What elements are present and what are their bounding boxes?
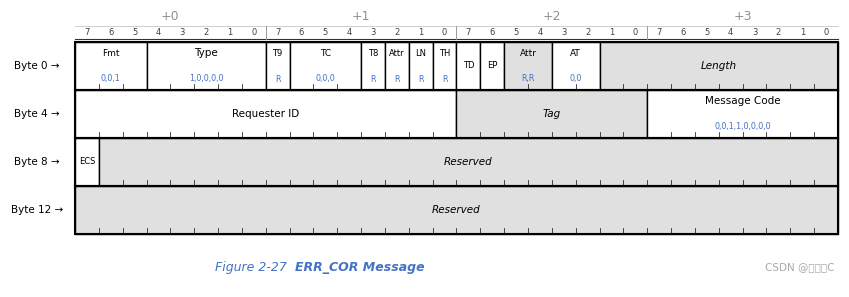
- Text: 4: 4: [156, 28, 161, 37]
- Text: 6: 6: [299, 28, 304, 37]
- Text: +2: +2: [543, 10, 561, 23]
- Text: 0,0: 0,0: [570, 75, 582, 83]
- Text: TD: TD: [463, 61, 475, 70]
- Text: Tag: Tag: [543, 109, 561, 119]
- Text: R: R: [394, 75, 400, 83]
- Bar: [147, 42, 266, 90]
- Text: 6: 6: [108, 28, 114, 37]
- Text: 3: 3: [180, 28, 185, 37]
- Text: 7: 7: [656, 28, 662, 37]
- Text: Type: Type: [194, 48, 218, 58]
- Bar: [433, 42, 457, 90]
- Text: TH: TH: [439, 48, 450, 58]
- Text: 1: 1: [609, 28, 614, 37]
- Text: 0,0,1: 0,0,1: [101, 75, 121, 83]
- Text: 6: 6: [490, 28, 495, 37]
- Text: R: R: [275, 75, 280, 83]
- Text: 2: 2: [394, 28, 400, 37]
- Text: +3: +3: [734, 10, 752, 23]
- Text: 1: 1: [228, 28, 233, 37]
- Bar: [75, 42, 838, 90]
- Text: Requester ID: Requester ID: [232, 109, 300, 119]
- Text: 3: 3: [752, 28, 757, 37]
- Text: 4: 4: [537, 28, 543, 37]
- Text: 4: 4: [346, 28, 351, 37]
- Bar: [75, 90, 838, 138]
- Text: 6: 6: [680, 28, 686, 37]
- Text: 7: 7: [84, 28, 90, 37]
- Text: 7: 7: [275, 28, 280, 37]
- Text: TC: TC: [320, 48, 331, 58]
- Bar: [75, 90, 457, 138]
- Text: 0,0,0: 0,0,0: [316, 75, 335, 83]
- Text: Byte 0 →: Byte 0 →: [14, 61, 59, 71]
- Text: Byte 8 →: Byte 8 →: [14, 157, 59, 167]
- Bar: [457, 42, 481, 90]
- Text: 5: 5: [323, 28, 328, 37]
- Text: 2: 2: [204, 28, 209, 37]
- Text: 1,0,0,0,0: 1,0,0,0,0: [188, 75, 223, 83]
- Bar: [552, 42, 599, 90]
- Text: 1: 1: [418, 28, 424, 37]
- Text: 3: 3: [561, 28, 566, 37]
- Text: 2: 2: [585, 28, 590, 37]
- Bar: [290, 42, 361, 90]
- Text: T8: T8: [368, 48, 379, 58]
- Text: 7: 7: [466, 28, 471, 37]
- Text: Byte 4 →: Byte 4 →: [14, 109, 59, 119]
- Text: 5: 5: [132, 28, 138, 37]
- Text: Figure 2-27: Figure 2-27: [215, 260, 295, 274]
- Text: R: R: [441, 75, 447, 83]
- Text: 5: 5: [704, 28, 710, 37]
- Text: 3: 3: [370, 28, 376, 37]
- Bar: [409, 42, 433, 90]
- Text: +0: +0: [161, 10, 180, 23]
- Text: Attr: Attr: [520, 48, 537, 58]
- Text: ERR_COR Message: ERR_COR Message: [295, 260, 424, 274]
- Bar: [75, 186, 838, 234]
- Text: T9: T9: [273, 48, 283, 58]
- Text: LN: LN: [415, 48, 426, 58]
- Text: Message Code: Message Code: [705, 96, 780, 106]
- Bar: [98, 138, 838, 186]
- Bar: [481, 42, 504, 90]
- Text: +1: +1: [351, 10, 370, 23]
- Text: Reserved: Reserved: [432, 205, 481, 215]
- Text: Reserved: Reserved: [444, 157, 492, 167]
- Text: 0: 0: [633, 28, 638, 37]
- Text: 5: 5: [514, 28, 519, 37]
- Bar: [75, 186, 838, 234]
- Bar: [599, 42, 838, 90]
- Text: AT: AT: [571, 48, 581, 58]
- Text: 0: 0: [824, 28, 829, 37]
- Bar: [361, 42, 385, 90]
- Bar: [647, 90, 838, 138]
- Text: CSDN @天才小C: CSDN @天才小C: [766, 262, 835, 272]
- Bar: [266, 42, 290, 90]
- Text: 0: 0: [251, 28, 256, 37]
- Text: 0,0,1,1,0,0,0,0: 0,0,1,1,0,0,0,0: [714, 122, 771, 132]
- Text: R,R: R,R: [521, 75, 535, 83]
- Bar: [75, 138, 838, 186]
- Text: 1: 1: [800, 28, 805, 37]
- Text: R: R: [418, 75, 424, 83]
- Text: R: R: [370, 75, 376, 83]
- Bar: [75, 42, 147, 90]
- Bar: [385, 42, 409, 90]
- Text: 2: 2: [776, 28, 781, 37]
- Text: Byte 12 →: Byte 12 →: [11, 205, 63, 215]
- Text: EP: EP: [487, 61, 498, 70]
- Bar: [504, 42, 552, 90]
- Text: 4: 4: [728, 28, 734, 37]
- Text: 0: 0: [442, 28, 447, 37]
- Text: Attr: Attr: [389, 48, 405, 58]
- Bar: [457, 90, 647, 138]
- Text: Fmt: Fmt: [102, 48, 120, 58]
- Bar: [75, 138, 98, 186]
- Text: ECS: ECS: [79, 157, 95, 167]
- Text: Length: Length: [700, 61, 737, 71]
